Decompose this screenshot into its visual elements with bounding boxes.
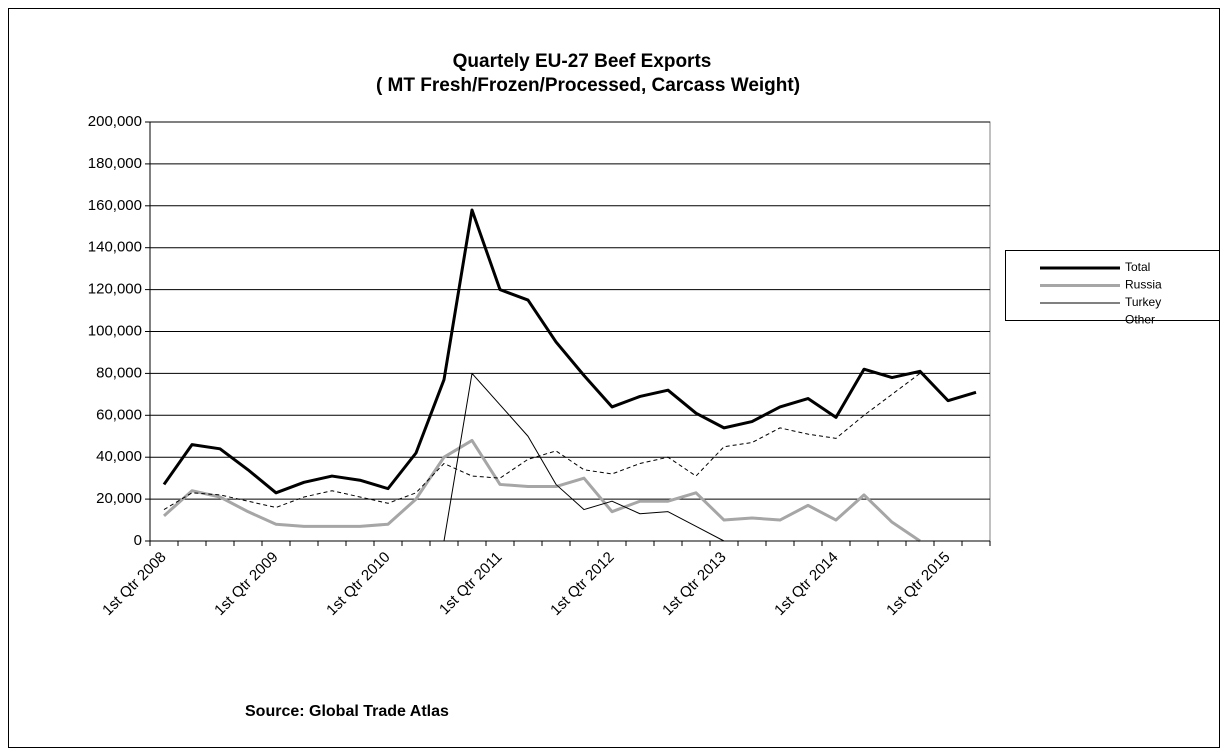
series-line	[164, 372, 976, 542]
legend-label: Total	[1125, 260, 1150, 274]
y-tick-label: 0	[134, 532, 142, 549]
source-note: Source: Global Trade Atlas	[245, 703, 449, 720]
y-tick-label: 60,000	[96, 406, 142, 423]
y-tick-label: 100,000	[88, 322, 142, 339]
y-tick-label: 140,000	[88, 239, 142, 256]
legend-label: Turkey	[1125, 295, 1161, 309]
y-tick-label: 200,000	[88, 113, 142, 130]
series-line	[163, 372, 921, 511]
y-tick-label: 180,000	[88, 155, 142, 172]
y-tick-label: 40,000	[96, 448, 142, 465]
y-tick-label: 80,000	[96, 364, 142, 381]
chart-subtitle: ( MT Fresh/Frozen/Processed, Carcass Wei…	[376, 75, 800, 96]
y-tick-label: 20,000	[96, 490, 142, 507]
series-line	[162, 438, 921, 543]
y-tick-label: 120,000	[88, 281, 142, 298]
legend-label: Russia	[1125, 278, 1162, 292]
chart-title: Quartely EU-27 Beef Exports	[453, 51, 712, 72]
legend-label: Other	[1125, 313, 1155, 327]
y-tick-label: 160,000	[88, 197, 142, 214]
series-line	[162, 208, 977, 495]
